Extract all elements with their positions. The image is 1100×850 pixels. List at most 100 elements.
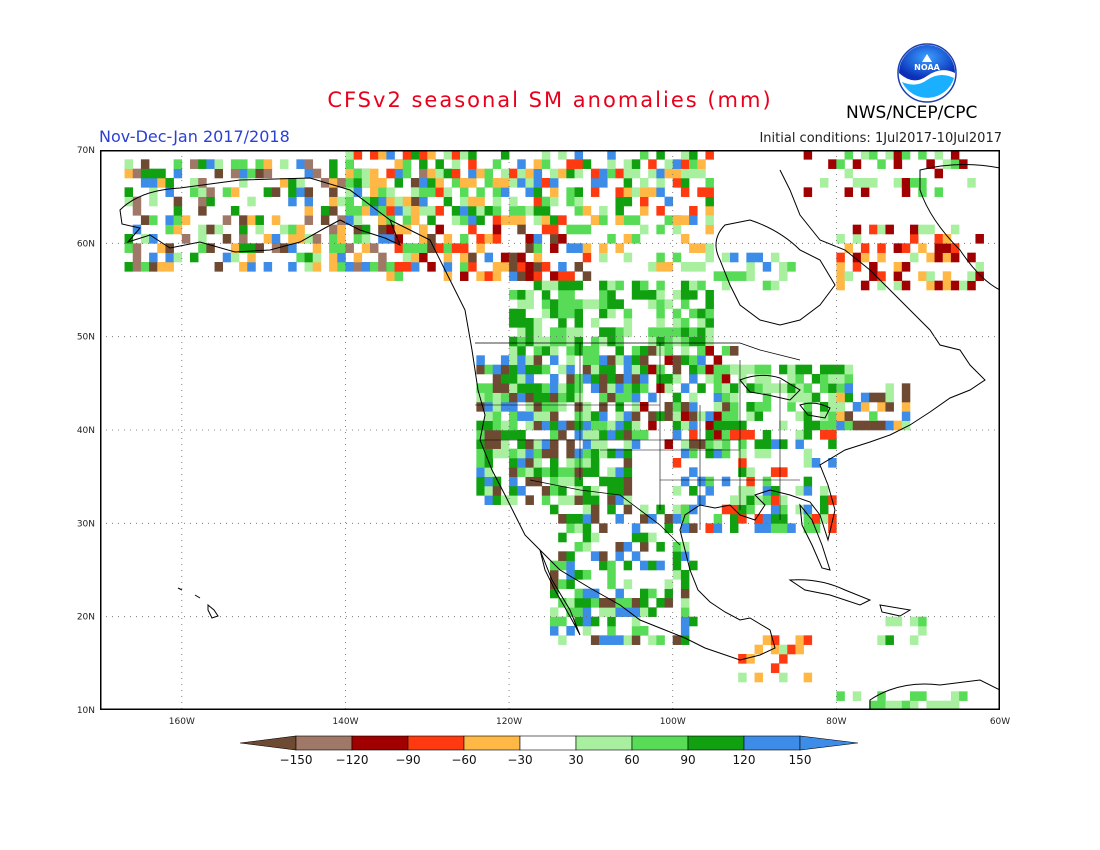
anomaly-cell bbox=[140, 159, 150, 169]
anomaly-cell bbox=[705, 523, 714, 533]
anomaly-cell bbox=[541, 299, 551, 309]
anomaly-cell bbox=[640, 607, 649, 617]
anomaly-cell bbox=[582, 523, 592, 533]
anomaly-cell bbox=[214, 262, 224, 272]
anomaly-cell bbox=[296, 178, 305, 188]
anomaly-cell bbox=[165, 178, 174, 188]
anomaly-cell bbox=[680, 215, 690, 225]
anomaly-cell bbox=[664, 374, 674, 384]
anomaly-cell bbox=[795, 383, 804, 393]
anomaly-cell bbox=[124, 159, 134, 169]
anomaly-cell bbox=[672, 392, 682, 403]
anomaly-cell bbox=[517, 336, 526, 347]
anomaly-cell bbox=[239, 234, 248, 244]
anomaly-cell bbox=[533, 420, 543, 431]
longitude-label: 80W bbox=[826, 717, 846, 727]
anomaly-cell bbox=[427, 206, 436, 216]
anomaly-cell bbox=[590, 588, 600, 599]
anomaly-cell bbox=[361, 178, 371, 188]
anomaly-cell bbox=[288, 196, 297, 207]
anomaly-cell bbox=[263, 234, 273, 244]
anomaly-cell bbox=[599, 598, 608, 608]
anomaly-cell bbox=[803, 514, 813, 524]
anomaly-cell bbox=[582, 355, 592, 365]
anomaly-cell bbox=[672, 402, 682, 412]
anomaly-cell bbox=[721, 420, 731, 431]
anomaly-cell bbox=[378, 196, 387, 207]
anomaly-cell bbox=[345, 187, 354, 197]
anomaly-cell bbox=[574, 346, 584, 356]
anomaly-cell bbox=[394, 271, 404, 281]
anomaly-cell bbox=[558, 336, 567, 347]
anomaly-cell bbox=[672, 168, 682, 179]
anomaly-cell bbox=[378, 215, 387, 225]
anomaly-cell bbox=[419, 168, 428, 179]
anomaly-cell bbox=[149, 215, 158, 225]
anomaly-cell bbox=[525, 458, 534, 468]
anomaly-cell bbox=[631, 187, 641, 197]
anomaly-cell bbox=[574, 411, 584, 421]
anomaly-cell bbox=[877, 402, 886, 412]
anomaly-cell bbox=[320, 215, 330, 225]
anomaly-cell bbox=[942, 234, 952, 244]
anomaly-cell bbox=[533, 411, 543, 421]
anomaly-cell bbox=[353, 150, 363, 160]
anomaly-cell bbox=[157, 243, 166, 253]
anomaly-cell bbox=[410, 206, 420, 216]
anomaly-cell bbox=[689, 439, 698, 449]
anomaly-cell bbox=[525, 448, 534, 459]
anomaly-cell bbox=[476, 420, 485, 431]
anomaly-cell bbox=[509, 271, 518, 281]
latitude-label: 60N bbox=[77, 239, 95, 249]
anomaly-cell bbox=[869, 700, 878, 710]
anomaly-cell bbox=[492, 392, 502, 403]
anomaly-cell bbox=[648, 607, 657, 617]
anomaly-cell bbox=[607, 392, 616, 403]
anomaly-cell bbox=[648, 420, 657, 431]
anomaly-cell bbox=[451, 159, 461, 169]
anomaly-cell bbox=[525, 374, 534, 384]
anomaly-cell bbox=[607, 364, 616, 375]
anomaly-cell bbox=[779, 514, 788, 524]
anomaly-cell bbox=[590, 439, 600, 449]
anomaly-cell bbox=[893, 150, 903, 160]
anomaly-cell bbox=[672, 420, 682, 431]
anomaly-cell bbox=[885, 402, 894, 412]
anomaly-cell bbox=[910, 178, 919, 188]
anomaly-cell bbox=[615, 327, 624, 337]
anomaly-cell bbox=[746, 495, 755, 505]
anomaly-cell bbox=[173, 168, 183, 179]
anomaly-cell bbox=[672, 458, 682, 468]
anomaly-cell bbox=[648, 290, 657, 300]
anomaly-cell bbox=[599, 448, 608, 459]
anomaly-cell bbox=[517, 299, 526, 309]
anomaly-cell bbox=[730, 420, 739, 431]
anomaly-cell bbox=[525, 290, 534, 300]
anomaly-cell bbox=[222, 215, 232, 225]
anomaly-cell bbox=[190, 187, 199, 197]
anomaly-cell bbox=[590, 448, 600, 459]
anomaly-cell bbox=[680, 542, 690, 552]
anomaly-cell bbox=[402, 262, 412, 272]
anomaly-cell bbox=[419, 178, 428, 188]
anomaly-cell bbox=[525, 411, 534, 421]
anomaly-cell bbox=[713, 383, 723, 393]
anomaly-cell bbox=[574, 467, 584, 477]
anomaly-cell bbox=[443, 234, 453, 244]
anomaly-cell bbox=[615, 280, 624, 291]
anomaly-cell bbox=[541, 262, 551, 272]
anomaly-cell bbox=[901, 411, 911, 421]
anomaly-cell bbox=[942, 280, 952, 291]
anomaly-cell bbox=[525, 271, 534, 281]
anomaly-cell bbox=[680, 187, 690, 197]
anomaly-cell bbox=[517, 411, 526, 421]
anomaly-cell bbox=[950, 691, 960, 701]
anomaly-cell bbox=[566, 392, 575, 403]
anomaly-cell bbox=[574, 374, 584, 384]
anomaly-cell bbox=[124, 168, 134, 179]
anomaly-cell bbox=[582, 252, 592, 263]
anomaly-cell bbox=[599, 439, 608, 449]
anomaly-cell bbox=[525, 299, 534, 309]
anomaly-cell bbox=[443, 252, 453, 263]
anomaly-cell bbox=[918, 243, 927, 253]
